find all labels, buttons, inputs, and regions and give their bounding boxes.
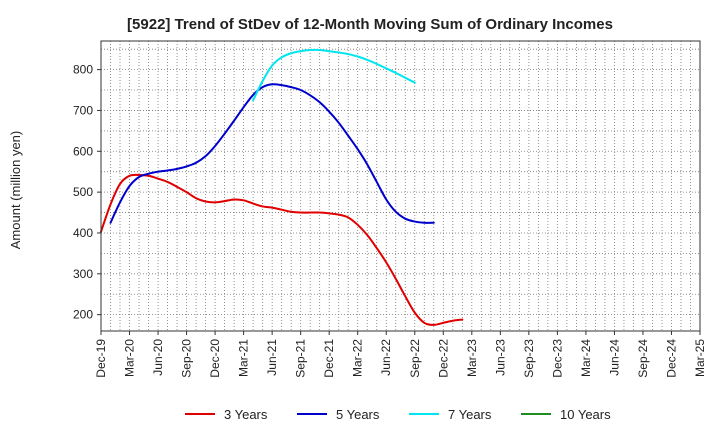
series-line-3-years [100,173,464,326]
y-tick-label: 500 [73,185,93,199]
x-tick-label: Jun-20 [151,339,165,376]
legend-label-10-years: 10 Years [560,407,611,422]
plot-background [101,41,700,331]
plot-area [100,40,701,332]
x-tick-label: Mar-25 [693,339,707,377]
grid-lines [101,41,700,331]
y-tick-label: 800 [73,63,93,77]
plot-frame [100,40,701,332]
x-tick-label: Sep-23 [522,339,536,378]
y-axis-ticks: 200 300 400 500 600 700 800 [73,63,101,322]
x-tick-label: Dec-22 [436,339,450,378]
x-tick-label: Dec-20 [208,339,222,378]
series-line-5-years [109,83,435,224]
x-tick-label: Mar-23 [465,339,479,377]
x-tick-label: Jun-23 [493,339,507,376]
x-tick-label: Jun-22 [379,339,393,376]
x-tick-label: Mar-20 [123,339,137,377]
x-tick-label: Jun-21 [265,339,279,376]
x-tick-label: Dec-19 [94,339,108,378]
legend: 3 Years 5 Years 7 Years 10 Years [185,407,611,422]
x-tick-label: Dec-24 [664,339,678,378]
legend-label-3-years: 3 Years [224,407,268,422]
x-tick-label: Mar-24 [579,339,593,377]
series-line-7-years [252,48,416,102]
y-tick-label: 300 [73,267,93,281]
x-tick-label: Mar-21 [237,339,251,377]
x-tick-label: Mar-22 [351,339,365,377]
x-tick-label: Jun-24 [607,339,621,376]
x-tick-label: Sep-20 [180,339,194,378]
x-tick-label: Sep-22 [408,339,422,378]
legend-label-7-years: 7 Years [448,407,492,422]
x-tick-label: Dec-21 [322,339,336,378]
y-tick-label: 200 [73,308,93,322]
x-tick-label: Dec-23 [550,339,564,378]
chart-title: [5922] Trend of StDev of 12-Month Moving… [127,16,613,33]
y-tick-label: 400 [73,226,93,240]
y-tick-label: 700 [73,103,93,117]
x-tick-label: Sep-24 [636,339,650,378]
x-axis-ticks: Dec-19 Mar-20 Jun-20 Sep-20 Dec-20 Mar-21 Jun-… [94,331,707,378]
series-lines [100,48,464,326]
y-axis-label: Amount (million yen) [8,131,23,250]
legend-label-5-years: 5 Years [336,407,380,422]
y-tick-label: 600 [73,144,93,158]
x-tick-label: Sep-21 [294,339,308,378]
